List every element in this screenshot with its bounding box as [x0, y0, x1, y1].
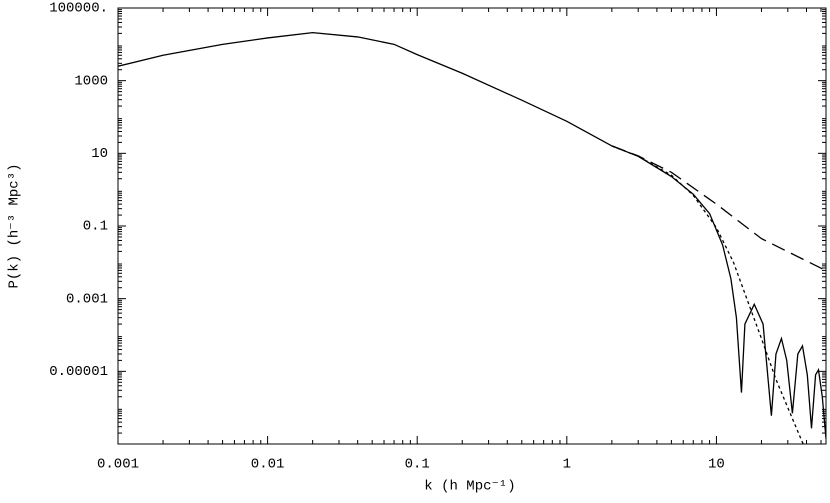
x-tick-label: 1	[563, 457, 571, 473]
plot-lines	[118, 31, 826, 444]
x-tick-label: 10	[708, 457, 725, 473]
x-axis-label: k (h Mpc⁻¹)	[424, 479, 515, 495]
data-line	[611, 145, 804, 444]
y-tick-label: 1000	[74, 73, 108, 89]
y-tick-label: 0.00001	[49, 364, 108, 380]
y-tick-label: 0.1	[83, 219, 108, 235]
y-tick-label: 0.001	[66, 291, 108, 307]
plot-frame	[117, 7, 827, 445]
x-tick-label: 0.001	[97, 457, 139, 473]
y-tick-label: 10	[91, 146, 108, 162]
y-axis-label: P(k) (h⁻³ Mpc³)	[7, 163, 23, 288]
x-tick-label: 0.01	[251, 457, 285, 473]
y-tick-label: 100000.	[49, 1, 108, 17]
data-line	[611, 145, 826, 272]
data-line	[118, 31, 826, 439]
x-tick-label: 0.1	[405, 457, 430, 473]
